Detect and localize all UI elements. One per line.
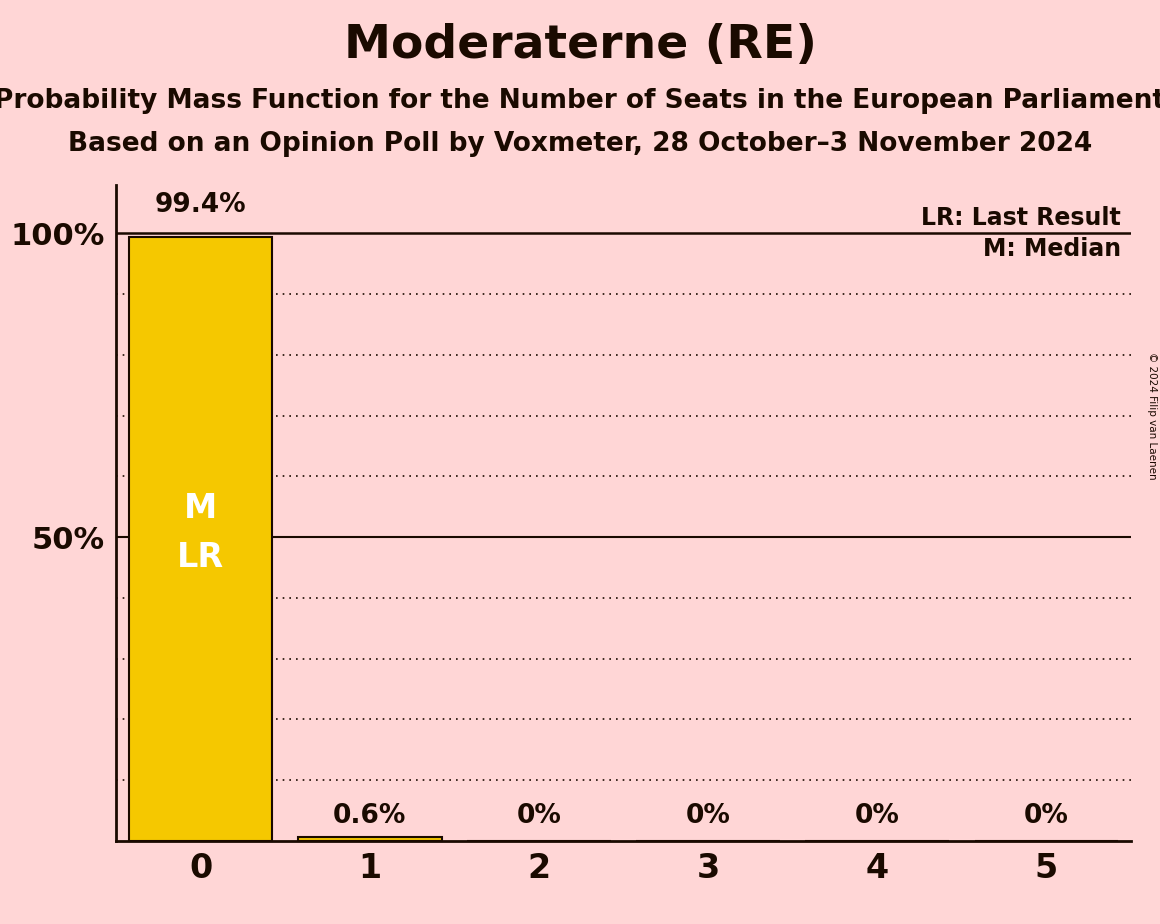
Bar: [298, 837, 442, 841]
Text: Based on an Opinion Poll by Voxmeter, 28 October–3 November 2024: Based on an Opinion Poll by Voxmeter, 28…: [68, 131, 1092, 157]
Text: © 2024 Filip van Laenen: © 2024 Filip van Laenen: [1147, 352, 1157, 480]
Text: Moderaterne (RE): Moderaterne (RE): [343, 23, 817, 68]
Text: 0%: 0%: [516, 803, 561, 829]
Text: 99.4%: 99.4%: [154, 192, 246, 218]
Text: M: M: [184, 492, 217, 525]
Bar: [129, 237, 273, 841]
Text: LR: LR: [177, 541, 224, 574]
Text: Probability Mass Function for the Number of Seats in the European Parliament: Probability Mass Function for the Number…: [0, 88, 1160, 114]
Text: 0%: 0%: [686, 803, 731, 829]
Text: 0%: 0%: [855, 803, 900, 829]
Text: 0.6%: 0.6%: [333, 803, 406, 829]
Text: LR: Last Result: LR: Last Result: [921, 206, 1121, 230]
Text: 0%: 0%: [1024, 803, 1068, 829]
Text: M: Median: M: Median: [983, 237, 1121, 261]
